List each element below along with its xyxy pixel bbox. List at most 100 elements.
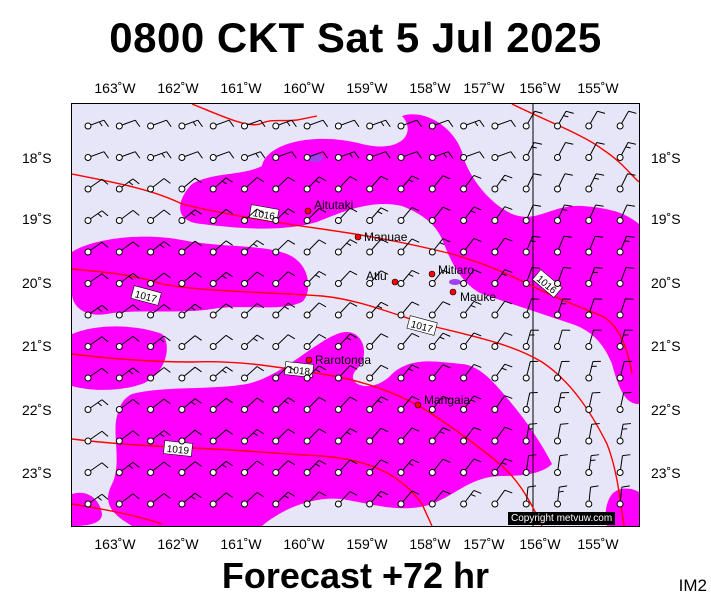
wind-barb-station: [460, 311, 468, 319]
wind-barb-station: [178, 437, 186, 445]
wind-barb-feather: [256, 429, 265, 435]
wind-barb-feather: [416, 119, 422, 128]
place-dot: [305, 356, 313, 364]
wind-barb-feather: [627, 173, 636, 176]
wind-barb-feather: [256, 208, 265, 214]
wind-barb-feather: [504, 332, 513, 336]
place-dot: [449, 288, 457, 296]
wind-barb-feather: [228, 151, 235, 159]
wind-barb-station: [585, 217, 593, 224]
wind-barb-station: [397, 154, 405, 161]
wind-barb-station: [460, 500, 468, 508]
wind-barb-station: [209, 217, 217, 224]
wind-barb-feather: [132, 335, 140, 342]
wind-barb-feather: [621, 485, 630, 488]
wind-barb-station: [616, 343, 624, 350]
wind-barb-feather: [380, 121, 385, 127]
wind-barb-feather: [318, 239, 327, 245]
wind-barb-station: [84, 280, 92, 287]
wind-barb-station: [147, 248, 155, 256]
wind-barb-station: [84, 374, 92, 382]
wind-barb-station: [241, 154, 248, 161]
wind-barb-feather: [103, 151, 109, 159]
wind-barb-station: [491, 500, 499, 508]
wind-barb-feather: [625, 146, 631, 149]
wind-barb-station: [334, 280, 342, 287]
wind-barb-feather: [132, 367, 140, 374]
isobar-label: 1018: [287, 365, 311, 378]
wind-barb-feather: [474, 121, 479, 127]
wind-barb-feather: [594, 267, 603, 269]
wind-barb-station: [178, 343, 186, 350]
map-canvas: 1016 1016 1017 1017 1018 1019: [71, 103, 640, 527]
wind-barb-station: [84, 469, 92, 476]
wind-barb-station: [554, 217, 561, 224]
wind-barb-station: [460, 154, 468, 161]
wind-barb-station: [303, 437, 311, 445]
wind-barb-feather: [380, 207, 389, 212]
wind-barb-feather: [166, 151, 172, 159]
wind-barb-feather: [504, 269, 513, 273]
wind-barb-station: [616, 122, 624, 130]
wind-barb-feather: [470, 210, 476, 214]
wind-barb-station: [303, 122, 311, 130]
wind-barb-station: [428, 406, 436, 413]
wind-barb-station: [616, 500, 624, 508]
wind-barb-feather: [527, 485, 536, 488]
wind-barb-feather: [132, 178, 140, 185]
wind-barb-feather: [225, 397, 233, 404]
wind-barb-station: [554, 154, 561, 161]
wind-barb-feather: [377, 211, 383, 215]
wind-barb-feather: [408, 462, 414, 466]
wind-barb-station: [115, 248, 123, 256]
wind-barb-station: [147, 343, 155, 350]
wind-barb-station: [241, 469, 248, 476]
lon-label: 157˚W: [463, 536, 505, 552]
wind-barb-station: [366, 343, 374, 350]
wind-barb-feather: [439, 431, 445, 435]
wind-barb-station: [334, 406, 342, 413]
wind-barb-station: [585, 248, 593, 256]
wind-barb-station: [491, 406, 499, 413]
wind-barb-feather: [225, 460, 233, 467]
wind-barb-station: [522, 122, 530, 130]
wind-barb-feather: [558, 490, 564, 493]
weather-map: 1016 1016 1017 1017 1018 1019: [71, 103, 640, 527]
lon-label: 159˚W: [346, 536, 388, 552]
wind-barb-station: [522, 500, 530, 508]
wind-barb-feather: [132, 430, 140, 437]
wind-barb-feather: [596, 173, 605, 176]
wind-barb-station: [397, 311, 405, 319]
wind-barb-feather: [256, 460, 265, 466]
wind-barb-feather: [221, 275, 227, 279]
wind-barb-feather: [628, 110, 637, 114]
copyright-badge: Copyright metvuw.com: [508, 512, 616, 525]
wind-barb-station: [397, 280, 405, 287]
wind-barb-feather: [447, 151, 454, 159]
wind-barb-feather: [318, 365, 327, 371]
wind-barb-feather: [597, 110, 606, 114]
wind-barb-station: [428, 122, 436, 130]
wind-barb-station: [616, 374, 624, 382]
wind-barb-feather: [255, 153, 260, 158]
wind-barb-station: [334, 248, 342, 256]
wind-barb-feather: [623, 423, 632, 425]
wind-barb-station: [303, 311, 311, 319]
wind-barb-feather: [132, 493, 140, 500]
wind-barb-feather: [225, 303, 233, 309]
wind-barb-station: [585, 154, 593, 161]
wind-barb-station: [334, 343, 342, 350]
wind-barb-station: [241, 311, 248, 319]
wind-barbs: [84, 110, 637, 508]
wind-barb-station: [366, 374, 374, 382]
wind-barb-feather: [590, 459, 596, 462]
rain-area-sw: [72, 326, 167, 390]
wind-barb-station: [241, 217, 248, 224]
wind-barb-station: [209, 311, 217, 319]
wind-barb-feather: [411, 396, 420, 401]
wind-barb-station: [272, 185, 280, 193]
wind-barb-feather: [163, 367, 171, 373]
wind-barb-feather: [533, 204, 542, 207]
wind-barb-station: [585, 343, 593, 350]
wind-barb-station: [241, 437, 248, 445]
